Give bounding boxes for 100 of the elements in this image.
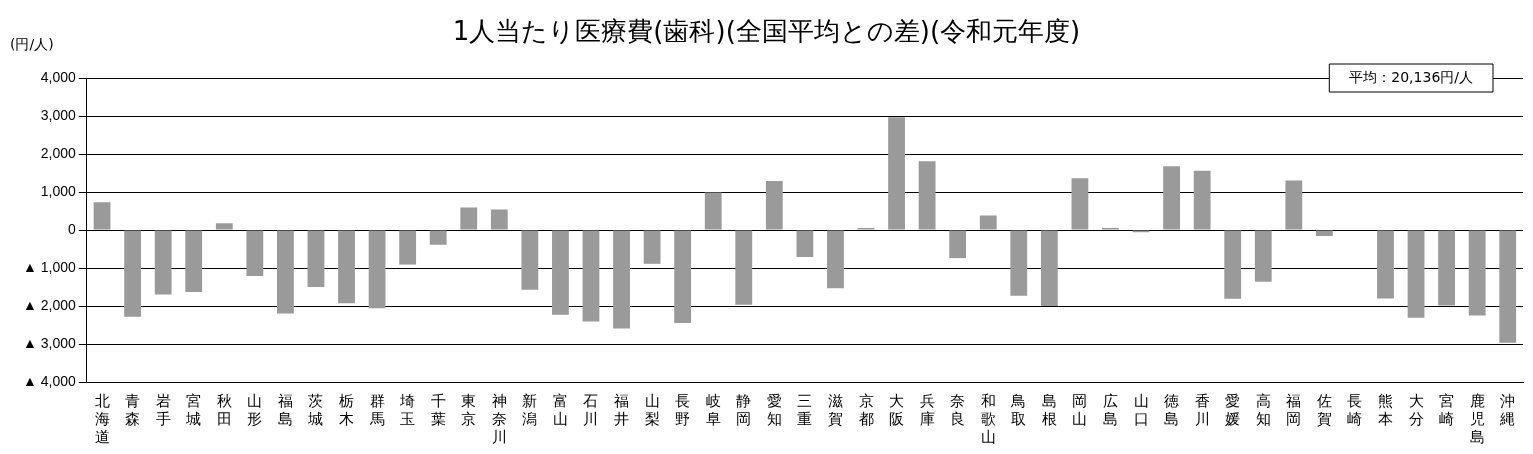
x-tick-label: 愛知 [766,392,782,428]
x-tick-label: 新潟 [522,392,538,428]
x-tick-label: 愛媛 [1225,392,1241,428]
bar [1040,230,1058,306]
bar [154,230,172,295]
chart-title: 1人当たり医療費(歯科)(全国平均との差)(令和元年度) [452,16,1081,46]
x-tick-label: 高知 [1255,392,1271,428]
x-tick-label: 徳島 [1164,392,1180,428]
bar [704,192,722,230]
bar [827,230,844,289]
bar [674,230,692,324]
bar [521,230,539,290]
x-tick-label: 沖縄 [1499,392,1516,428]
bar [552,230,569,315]
y-tick-label: 2,000 [40,144,76,161]
bar [368,230,386,309]
x-tick-label: 香川 [1194,392,1210,428]
bar [613,230,630,329]
bar [460,207,478,230]
bar [1407,230,1425,318]
bar [1285,180,1303,230]
bar [1010,230,1028,296]
x-tick-label: 山口 [1133,392,1149,428]
x-tick-label: 青森 [125,392,141,428]
bar [246,230,264,276]
bar [338,230,355,304]
x-tick-label: 熊本 [1377,392,1393,428]
y-tick-label: ▲ 1,000 [23,258,76,275]
x-tick-label: 栃木 [339,392,355,428]
annotation: 平均：20,136円/人 [1349,68,1473,85]
x-tick-label: 兵庫 [919,392,935,428]
bar [1468,230,1486,316]
bar [643,230,661,264]
bar [979,215,997,230]
y-tick-label: 0 [67,220,76,237]
bar [93,202,111,230]
bar [1163,166,1180,230]
x-tick-label: 山形 [247,392,263,428]
bar [1193,170,1211,230]
bar [429,230,447,245]
x-tick-label: 群馬 [368,392,385,428]
bar [765,180,783,230]
bar [1438,230,1456,306]
bar [796,230,814,257]
bar [1224,230,1242,299]
x-tick-label: 滋賀 [827,392,843,428]
x-tick-label: 奈良 [950,392,966,428]
x-tick-label: 静岡 [736,392,752,428]
bar [582,230,600,322]
y-axis-title: (円/人) [10,36,54,54]
x-tick-label: 山梨 [644,392,660,428]
bar [1499,230,1517,343]
x-tick-label: 長崎 [1347,392,1363,428]
bar [1315,230,1333,237]
bar [888,117,905,230]
x-tick-label: 岡山 [1072,392,1088,428]
x-tick-label: 鳥取 [1010,392,1027,428]
bar [949,230,967,259]
bar [124,230,142,317]
x-tick-label: 富山 [552,392,568,428]
x-tick-label: 福島 [277,392,293,428]
x-tick-label: 宮崎 [1439,392,1455,428]
bar [1071,178,1089,230]
bar [277,230,294,314]
x-tick-label: 大分 [1408,392,1424,428]
y-tick-label: ▲ 4,000 [23,372,76,389]
bar [735,230,753,305]
x-tick-label: 佐賀 [1316,392,1332,428]
x-tick-label: 神奈川 [491,392,507,446]
bar [918,161,936,230]
x-tick-label: 千葉 [430,392,446,428]
x-tick-label: 埼玉 [399,392,416,428]
bar [307,230,325,287]
bar [490,209,508,230]
x-tick-label: 北海道 [94,392,110,446]
bar [1377,230,1394,299]
x-tick-label: 広島 [1102,392,1118,428]
y-tick-label: 4,000 [40,68,76,85]
x-tick-label: 和歌山 [980,392,996,446]
bar [215,223,233,230]
x-tick-label: 福井 [614,392,630,428]
x-tick-label: 秋田 [216,392,232,428]
bar [399,230,417,265]
y-tick-label: ▲ 2,000 [23,296,76,313]
x-tick-label: 岐阜 [705,392,721,428]
x-tick-label: 長野 [675,392,691,428]
y-tick-label: 3,000 [40,106,76,123]
y-tick-label: ▲ 3,000 [23,334,76,351]
y-tick-label: 1,000 [40,182,76,199]
x-tick-label: 福岡 [1286,392,1302,428]
x-tick-label: 三重 [797,392,813,428]
bar [1254,230,1272,282]
bar [185,230,203,292]
x-tick-label: 東京 [461,392,477,428]
x-tick-label: 石川 [583,392,599,428]
x-tick-label: 宮城 [185,392,202,428]
x-tick-label: 大阪 [889,392,905,428]
x-tick-label: 島根 [1041,392,1057,428]
x-tick-label: 茨城 [307,392,324,428]
x-tick-label: 鹿児島 [1469,392,1485,446]
